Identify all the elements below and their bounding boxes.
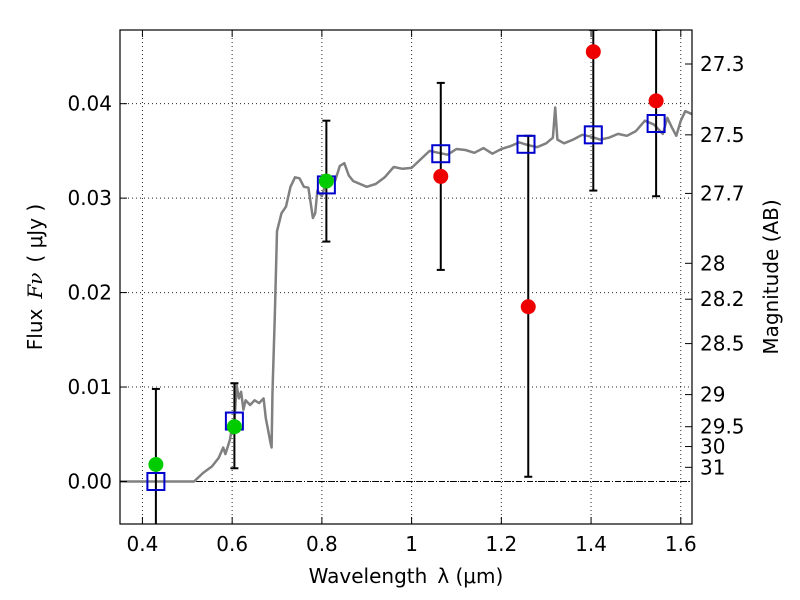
y-tick-label: 0.03 xyxy=(67,186,112,210)
observed-nondetection-point xyxy=(585,44,601,60)
observed-detection-point xyxy=(318,173,334,189)
model-spectrum-line xyxy=(120,106,692,483)
y-axis-title: Flux Fν ( μJy ) xyxy=(23,204,47,350)
mag-tick-label: 31 xyxy=(700,455,725,479)
y-axis-title-unit: ( μJy ) xyxy=(23,204,47,263)
y-tick-label: 0.02 xyxy=(67,281,112,305)
x-tick-label: 0.6 xyxy=(216,532,248,556)
observed-nondetection-point xyxy=(433,168,449,184)
mag-tick-label: 27.5 xyxy=(700,123,745,147)
x-tick-label: 1.6 xyxy=(665,532,697,556)
mag-tick-label: 30 xyxy=(700,435,725,459)
y-axis-title-math: Fν xyxy=(23,273,47,300)
axes: 0.4 0.6 0.8 1 1.2 1.4 1.6 0.00 0.01 0.02 0.03 0.04 2… xyxy=(67,30,745,556)
observed-detection-point xyxy=(226,419,242,435)
x-axis-title-text: Wavelength xyxy=(309,564,428,588)
y-axis-title-text: Flux xyxy=(23,308,47,350)
x-axis-title: Wavelength λ (μm) xyxy=(309,564,504,588)
x-tick-label: 1.4 xyxy=(575,532,607,556)
mag-tick-label: 28.2 xyxy=(700,287,745,311)
observed-nondetection-point xyxy=(520,299,536,315)
x-tick-label: 0.4 xyxy=(127,532,159,556)
mag-tick-label: 28.5 xyxy=(700,332,745,356)
plot-area xyxy=(120,30,692,524)
x-tick-label: 0.8 xyxy=(306,532,338,556)
mag-tick-label: 28 xyxy=(700,251,725,275)
x-tick-label: 1 xyxy=(405,532,418,556)
grid xyxy=(120,30,692,524)
x-tick-label: 1.2 xyxy=(485,532,517,556)
observed-detection-point xyxy=(148,456,164,472)
y-right-axis-title: Magnitude (AB) xyxy=(759,199,783,354)
model-photometry-square xyxy=(583,125,603,145)
mag-tick-label: 27.7 xyxy=(700,181,745,205)
model-photometry-square xyxy=(146,471,166,491)
mag-tick-label: 27.3 xyxy=(700,52,745,76)
mag-tick-label: 29.5 xyxy=(700,415,745,439)
y-tick-label: 0.00 xyxy=(67,469,112,493)
observed-nondetection-point xyxy=(648,93,664,109)
model-photometry-square xyxy=(431,144,451,164)
series-group xyxy=(120,30,692,524)
y-tick-label: 0.04 xyxy=(67,92,112,116)
plot-frame xyxy=(119,29,693,525)
x-axis-title-math: λ (μm) xyxy=(437,564,503,588)
model-photometry-square xyxy=(516,134,536,154)
y-tick-label: 0.01 xyxy=(67,375,112,399)
model-photometry-square xyxy=(646,114,666,134)
mag-tick-label: 29 xyxy=(700,383,725,407)
